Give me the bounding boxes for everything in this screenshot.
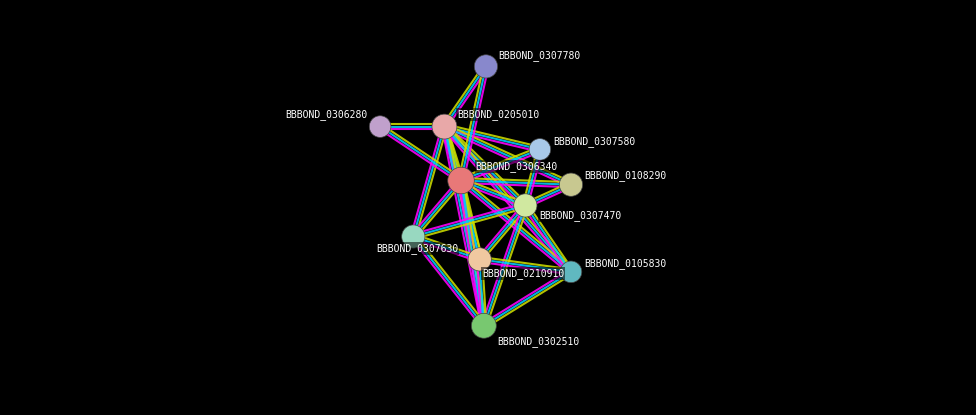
Text: BBBOND_0306340: BBBOND_0306340: [475, 161, 558, 172]
Text: BBBOND_0307470: BBBOND_0307470: [539, 210, 622, 221]
Circle shape: [402, 225, 425, 248]
Text: BBBOND_0210910: BBBOND_0210910: [482, 269, 564, 279]
Circle shape: [448, 167, 474, 194]
Circle shape: [468, 248, 491, 271]
Text: BBBOND_0302510: BBBOND_0302510: [498, 336, 580, 347]
Circle shape: [471, 313, 497, 338]
Circle shape: [474, 55, 498, 78]
Text: BBBOND_0306280: BBBOND_0306280: [285, 110, 368, 120]
Circle shape: [560, 261, 582, 283]
Text: BBBOND_0307580: BBBOND_0307580: [553, 136, 635, 146]
Circle shape: [559, 173, 583, 196]
Circle shape: [432, 114, 457, 139]
Text: BBBOND_0307780: BBBOND_0307780: [499, 51, 581, 61]
Text: BBBOND_0108290: BBBOND_0108290: [585, 170, 667, 181]
Circle shape: [513, 194, 537, 217]
Text: BBBOND_0307630: BBBOND_0307630: [376, 243, 458, 254]
Circle shape: [369, 116, 391, 137]
Circle shape: [529, 139, 550, 160]
Text: BBBOND_0105830: BBBOND_0105830: [585, 258, 667, 269]
Text: BBBOND_0205010: BBBOND_0205010: [457, 109, 539, 120]
